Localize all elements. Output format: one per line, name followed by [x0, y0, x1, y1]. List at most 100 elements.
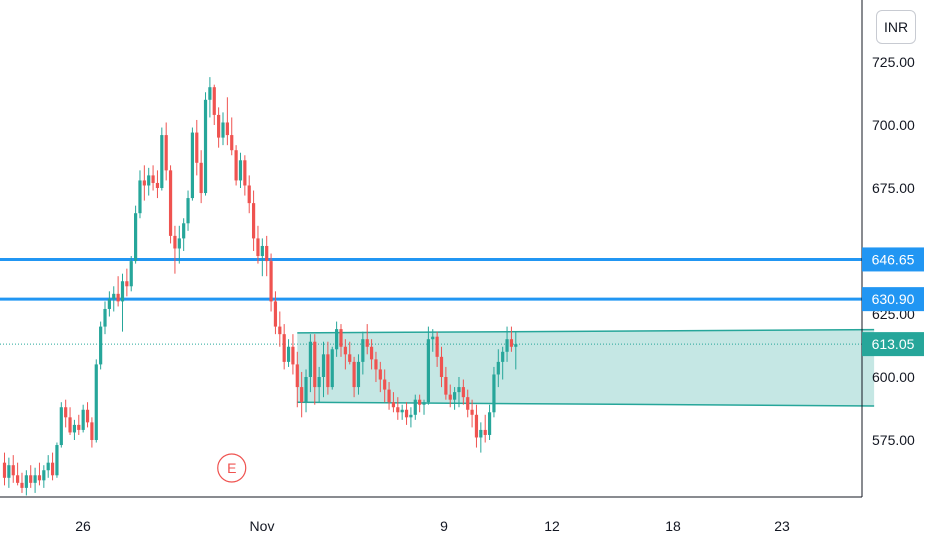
- candle[interactable]: [391, 392, 396, 413]
- candle[interactable]: [120, 273, 125, 332]
- candle[interactable]: [203, 92, 208, 196]
- candle[interactable]: [186, 190, 190, 231]
- candle[interactable]: [453, 387, 457, 410]
- candle[interactable]: [369, 339, 374, 370]
- candle[interactable]: [365, 324, 369, 355]
- candle[interactable]: [317, 366, 321, 403]
- candle[interactable]: [195, 119, 199, 176]
- candle[interactable]: [308, 334, 312, 393]
- candle[interactable]: [7, 457, 11, 488]
- candle[interactable]: [234, 145, 238, 186]
- candle[interactable]: [496, 349, 500, 388]
- candle[interactable]: [387, 382, 391, 410]
- candle[interactable]: [466, 389, 470, 418]
- candle[interactable]: [435, 331, 439, 367]
- candle[interactable]: [99, 321, 103, 370]
- candle[interactable]: [251, 190, 256, 251]
- candle[interactable]: [356, 354, 361, 395]
- candle[interactable]: [260, 238, 264, 277]
- candle[interactable]: [352, 356, 356, 398]
- candle[interactable]: [190, 127, 195, 201]
- candle[interactable]: [142, 165, 146, 201]
- candle[interactable]: [291, 334, 295, 375]
- candle[interactable]: [112, 286, 116, 312]
- candle[interactable]: [151, 165, 155, 191]
- candle[interactable]: [107, 291, 111, 317]
- candle[interactable]: [247, 175, 251, 214]
- candle[interactable]: [11, 455, 15, 483]
- candle[interactable]: [457, 377, 461, 408]
- candle[interactable]: [286, 339, 291, 367]
- candle[interactable]: [160, 127, 164, 191]
- candle[interactable]: [321, 341, 326, 398]
- candle[interactable]: [212, 84, 216, 125]
- candle[interactable]: [177, 225, 181, 264]
- candle[interactable]: [343, 339, 347, 370]
- candle[interactable]: [487, 404, 492, 440]
- candle[interactable]: [134, 205, 138, 264]
- candle[interactable]: [256, 225, 260, 264]
- candle[interactable]: [2, 452, 7, 486]
- candle[interactable]: [147, 167, 151, 196]
- candle[interactable]: [265, 235, 269, 277]
- candle[interactable]: [470, 399, 474, 428]
- candle[interactable]: [182, 218, 186, 251]
- candle[interactable]: [479, 422, 483, 453]
- candle[interactable]: [474, 404, 479, 448]
- candle[interactable]: [439, 346, 444, 388]
- candle[interactable]: [426, 326, 430, 405]
- candle[interactable]: [483, 414, 487, 443]
- candle[interactable]: [330, 346, 334, 390]
- candle[interactable]: [173, 225, 177, 274]
- candle[interactable]: [278, 311, 282, 347]
- candle[interactable]: [273, 291, 278, 335]
- candle[interactable]: [50, 452, 55, 481]
- candle[interactable]: [238, 152, 243, 188]
- candle[interactable]: [269, 253, 273, 312]
- candle[interactable]: [243, 155, 247, 196]
- candle[interactable]: [501, 346, 505, 380]
- candle[interactable]: [225, 97, 229, 146]
- candle[interactable]: [29, 465, 33, 488]
- candle[interactable]: [492, 366, 496, 418]
- candle[interactable]: [378, 361, 382, 393]
- candle[interactable]: [304, 369, 308, 413]
- candle[interactable]: [282, 324, 286, 370]
- candle[interactable]: [221, 112, 225, 146]
- candle[interactable]: [42, 465, 46, 488]
- candle[interactable]: [422, 399, 426, 415]
- candle[interactable]: [129, 256, 133, 292]
- candle[interactable]: [509, 326, 514, 352]
- candle[interactable]: [300, 371, 304, 418]
- candle[interactable]: [125, 268, 129, 297]
- candle[interactable]: [208, 77, 212, 118]
- candle[interactable]: [90, 417, 94, 448]
- candle[interactable]: [24, 470, 28, 496]
- candle[interactable]: [16, 462, 20, 486]
- candle[interactable]: [55, 442, 59, 478]
- candle[interactable]: [72, 419, 77, 440]
- candle[interactable]: [348, 341, 352, 365]
- candle[interactable]: [46, 455, 50, 478]
- candle[interactable]: [68, 407, 72, 435]
- candle[interactable]: [20, 472, 24, 493]
- candle[interactable]: [85, 402, 90, 428]
- candle[interactable]: [199, 150, 203, 204]
- candle[interactable]: [81, 404, 85, 433]
- candle[interactable]: [59, 402, 63, 448]
- candle[interactable]: [461, 379, 465, 405]
- candle[interactable]: [64, 399, 68, 428]
- candle[interactable]: [116, 276, 120, 307]
- candle[interactable]: [400, 404, 404, 420]
- candle[interactable]: [396, 397, 400, 420]
- candle[interactable]: [361, 331, 365, 375]
- candle[interactable]: [33, 467, 37, 493]
- candle[interactable]: [514, 331, 518, 370]
- candle[interactable]: [230, 117, 234, 156]
- candle[interactable]: [168, 165, 173, 244]
- candle[interactable]: [77, 414, 81, 435]
- candle[interactable]: [295, 351, 299, 408]
- candle[interactable]: [164, 122, 168, 181]
